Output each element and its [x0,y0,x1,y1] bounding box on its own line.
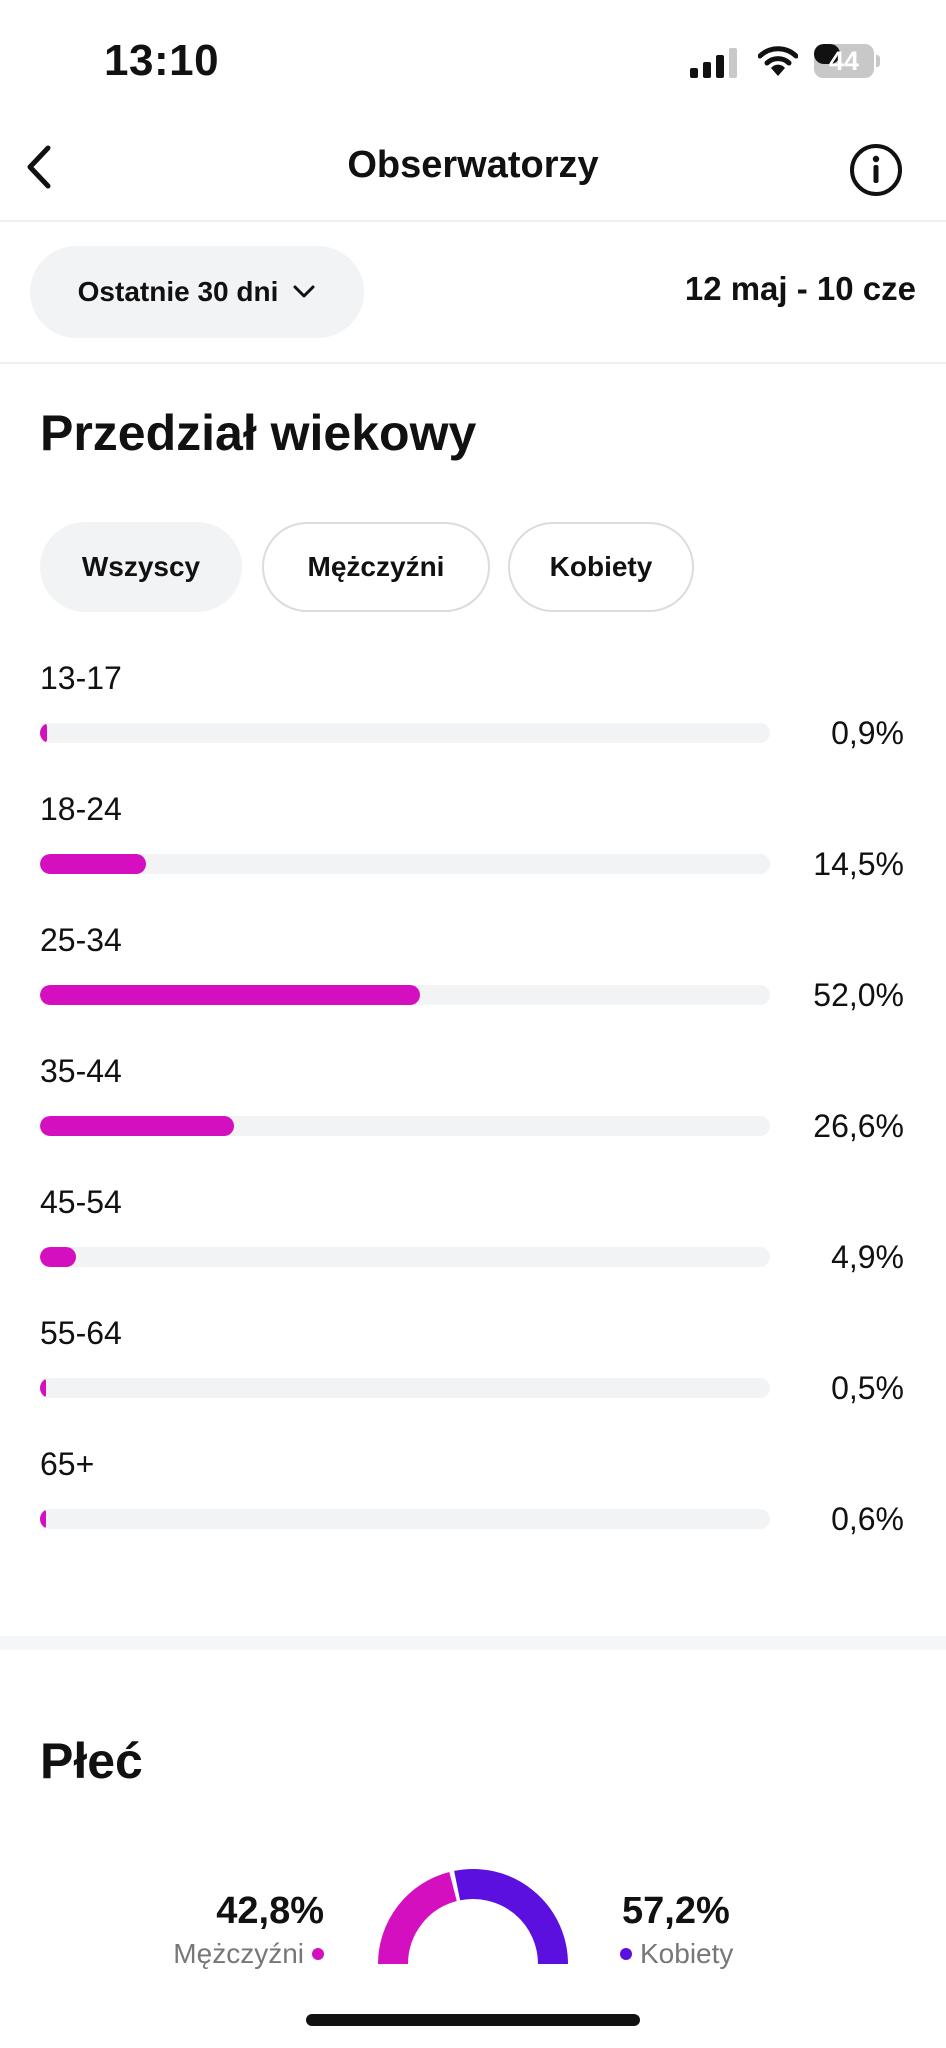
age-section-title: Przedział wiekowy [40,405,477,461]
battery-level: 44 [828,46,860,76]
age-bar-track [40,1116,770,1136]
age-bar-fill [40,1378,46,1398]
women-color-dot [620,1948,632,1960]
women-legend: Kobiety [620,1938,733,1970]
age-label: 45-54 [40,1184,122,1220]
age-bar-track [40,1247,770,1267]
age-bar-fill [40,1509,46,1529]
men-arc [378,1872,458,1964]
tab-women[interactable]: Kobiety [508,522,694,612]
tab-men-label: Mężczyźni [307,551,445,582]
cellular-signal-icon [690,48,737,78]
men-percent: 42,8% [216,1890,324,1932]
date-range-text: 12 maj - 10 cze [684,270,916,307]
wifi-icon [758,46,798,76]
age-label: 18-24 [40,791,122,827]
age-bar-fill [40,723,47,743]
tab-all-label: Wszyscy [81,551,201,582]
men-legend: Mężczyźni [173,1938,324,1970]
age-bar-fill [40,985,420,1005]
age-label: 65+ [40,1446,95,1482]
men-label: Mężczyźni [173,1938,304,1969]
age-bar-track [40,985,770,1005]
age-label: 55-64 [40,1315,122,1351]
gender-donut-chart [378,1869,568,1964]
back-chevron-icon[interactable] [20,142,60,192]
tab-men[interactable]: Mężczyźni [262,522,490,612]
age-bar-track [40,1378,770,1398]
age-bar-fill [40,1116,235,1136]
age-percent: 0,6% [831,1501,904,1537]
date-range-dropdown-label: Ostatnie 30 dni [77,276,279,307]
chevron-down-icon [293,285,315,298]
age-bar-fill [40,854,146,874]
page-title: Obserwatorzy [347,144,599,186]
women-percent: 57,2% [622,1890,730,1932]
age-bar-fill [40,1247,76,1267]
men-color-dot [312,1948,324,1960]
age-percent: 0,5% [831,1370,904,1406]
age-label: 13-17 [40,660,122,696]
home-indicator [306,2014,640,2026]
age-label: 35-44 [40,1053,122,1089]
age-percent: 4,9% [831,1239,904,1275]
info-circle-icon[interactable] [848,142,904,198]
section-divider [0,1636,946,1650]
age-percent: 14,5% [813,846,904,882]
women-arc [454,1869,568,1964]
filter-divider [0,362,946,364]
age-percent: 0,9% [831,715,904,751]
age-bar-track [40,854,770,874]
tab-all[interactable]: Wszyscy [40,522,242,612]
status-time: 13:10 [104,36,220,85]
age-bar-track [40,1509,770,1529]
header-divider [0,220,946,222]
age-label: 25-34 [40,922,122,958]
age-percent: 26,6% [813,1108,904,1144]
age-bar-track [40,723,770,743]
gender-section-title: Płeć [40,1733,143,1789]
age-percent: 52,0% [813,977,904,1013]
tab-women-label: Kobiety [549,551,653,582]
date-range-dropdown[interactable]: Ostatnie 30 dni [30,246,364,338]
women-label: Kobiety [640,1938,734,1969]
battery-icon: 44 [814,44,880,78]
